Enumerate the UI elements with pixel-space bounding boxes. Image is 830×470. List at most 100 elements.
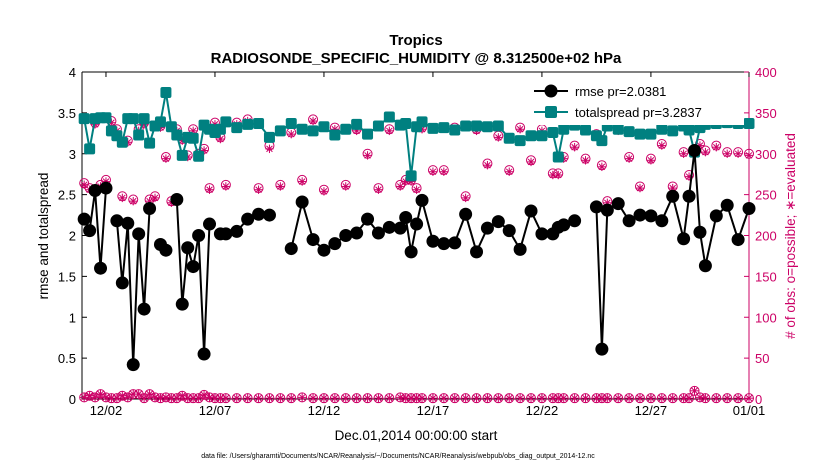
- totalspread-point: [274, 125, 286, 137]
- rmse-point: [241, 212, 255, 226]
- legend: rmse pr=2.0381 totalspread pr=3.2837: [526, 79, 744, 125]
- asterisk-stroke: [745, 394, 753, 402]
- asterisk-stroke: [691, 387, 698, 395]
- totalspread-point: [100, 112, 112, 124]
- obs-low-possible-point: [722, 393, 733, 404]
- obs-low-possible-point: [744, 393, 754, 404]
- obs-low-possible-point: [242, 393, 253, 404]
- totalspread-point: [318, 121, 330, 133]
- obs-low-evaluated-point: [505, 393, 514, 403]
- obs-evaluated-point: [79, 180, 89, 190]
- rmse-point: [181, 241, 195, 255]
- totalspread-point: [307, 125, 319, 137]
- obs-low-possible-point: [515, 393, 526, 404]
- asterisk-stroke: [407, 394, 415, 402]
- obs-low-evaluated-point: [330, 393, 340, 403]
- asterisk-stroke: [287, 394, 295, 402]
- asterisk-stroke: [604, 394, 611, 402]
- totalspread-point: [471, 120, 483, 132]
- obs-evaluated-point: [439, 167, 449, 176]
- obs-low-evaluated-point: [690, 386, 699, 396]
- obs-low-possible-point: [362, 393, 373, 404]
- totalspread-point: [171, 129, 183, 141]
- rmse-point: [448, 236, 462, 250]
- rmse-point: [94, 261, 108, 275]
- obs-low-evaluated-point: [526, 393, 536, 403]
- asterisk-stroke: [593, 394, 600, 402]
- asterisk-stroke: [636, 394, 644, 402]
- rmse-point: [175, 297, 189, 311]
- obs-evaluated-point: [744, 151, 754, 160]
- y2-axis-label: # of obs: o=possible; ∗=evaluated: [783, 133, 798, 339]
- obs-evaluated-point: [723, 149, 732, 158]
- obs-low-possible-point: [449, 393, 460, 404]
- rmse-point: [410, 217, 424, 231]
- totalspread-point: [84, 143, 96, 155]
- asterisk-stroke: [429, 394, 437, 402]
- asterisk-stroke: [734, 394, 742, 402]
- obs-evaluated-point: [385, 126, 394, 136]
- totalspread-point: [580, 124, 592, 136]
- obs-evaluated-point: [679, 149, 688, 158]
- rmse-point: [426, 234, 440, 248]
- asterisk-stroke: [582, 156, 589, 164]
- totalspread-point: [176, 149, 188, 161]
- asterisk-stroke: [184, 394, 192, 402]
- rmse-point: [682, 189, 696, 203]
- obs-low-evaluated-point: [483, 393, 492, 403]
- y-tick-label: 1.5: [58, 269, 76, 284]
- rmse-point: [600, 203, 614, 217]
- rmse-point: [393, 221, 407, 235]
- obs-evaluated-point: [254, 185, 263, 194]
- asterisk-stroke: [723, 394, 731, 402]
- obs-low-evaluated-point: [428, 393, 438, 403]
- x-tick-label: 12/12: [308, 403, 341, 418]
- obs-evaluated-point: [570, 143, 579, 152]
- totalspread-point: [138, 113, 150, 125]
- totalspread-point: [351, 118, 363, 130]
- obs-low-evaluated-point: [139, 393, 149, 403]
- totalspread-point: [127, 113, 139, 125]
- obs-low-evaluated-point: [657, 393, 667, 403]
- obs-low-possible-point: [624, 393, 635, 404]
- obs-evaluated-point: [161, 154, 171, 163]
- asterisk-stroke: [255, 394, 262, 402]
- obs-low-evaluated-point: [374, 393, 383, 403]
- obs-low-evaluated-point: [597, 393, 607, 403]
- asterisk-stroke: [658, 394, 666, 402]
- y-tick-label: 4: [69, 65, 76, 80]
- obs-evaluated-point: [308, 116, 318, 126]
- obs-low-evaluated-point: [150, 393, 160, 402]
- rmse-point: [197, 347, 211, 361]
- obs-low-possible-point: [635, 393, 646, 404]
- totalspread-point: [116, 136, 128, 148]
- rmse-point: [693, 225, 707, 239]
- obs-low-evaluated-point: [352, 393, 361, 403]
- obs-low-evaluated-point: [559, 393, 568, 403]
- obs-low-possible-point: [318, 393, 329, 404]
- rmse-point: [491, 215, 505, 229]
- rmse-point: [677, 232, 691, 246]
- obs-low-possible-point: [308, 393, 319, 404]
- asterisk-stroke: [124, 394, 132, 401]
- asterisk-stroke: [702, 148, 709, 156]
- obs-low-evaluated-point: [118, 391, 127, 400]
- asterisk-stroke: [702, 394, 709, 402]
- obs-low-evaluated-point: [554, 393, 563, 403]
- asterisk-stroke: [745, 152, 753, 159]
- asterisk-stroke: [157, 394, 164, 402]
- rmse-point: [568, 214, 582, 228]
- rmse-point: [698, 259, 712, 273]
- rmse-point: [284, 242, 298, 256]
- x-tick-label: 01/01: [733, 403, 766, 418]
- totalspread-point: [78, 113, 90, 125]
- totalspread-point: [558, 123, 570, 135]
- asterisk-stroke: [647, 156, 655, 164]
- rmse-point: [77, 212, 91, 226]
- totalspread-point: [416, 116, 428, 128]
- asterisk-stroke: [685, 394, 693, 402]
- rmse-point: [611, 197, 625, 211]
- obs-low-evaluated-point: [684, 393, 694, 403]
- rmse-point: [137, 302, 151, 316]
- rmse-point: [524, 204, 538, 218]
